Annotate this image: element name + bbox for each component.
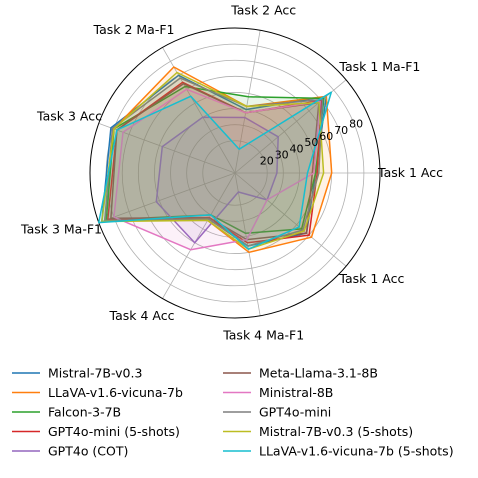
axis-label: Task 4 Ma-F1 [222, 328, 304, 343]
radial-tick-label: 70 [334, 124, 348, 137]
legend-label: GPT4o (COT) [48, 444, 128, 459]
grid-spoke [98, 123, 236, 174]
legend-label: Mistral-7B-v0.3 (5-shots) [259, 424, 413, 439]
legend-label: Meta-Llama-3.1-8B [259, 366, 378, 381]
axis-label: Task 1 Ma-F1 [338, 59, 420, 74]
radial-tick-label: 20 [260, 155, 274, 168]
axis-labels: Task 1 Acc Task 1 Ma-F1 Task 2 Acc Task 2 M… [20, 3, 443, 343]
legend-label: LLaVA-v1.6-vicuna-7b [48, 385, 183, 400]
legend-label: Falcon-3-7B [48, 405, 121, 420]
series-polygon-3 [105, 85, 325, 235]
legend-label: LLaVA-v1.6-vicuna-7b (5-shots) [259, 444, 454, 459]
radial-tick-label: 40 [290, 142, 304, 155]
legend-label: Ministral-8B [259, 385, 333, 400]
radial-tick-label: 60 [319, 130, 333, 143]
series-polygon-7 [113, 88, 321, 251]
radar-series [97, 66, 333, 254]
grid-spoke [98, 172, 236, 223]
radial-tick-labels: 20 30 40 50 60 70 80 [260, 118, 363, 168]
axis-label: Task 2 Ma-F1 [93, 22, 175, 37]
legend-label: Mistral-7B-v0.3 [48, 366, 142, 381]
polar-frame [89, 27, 381, 319]
axis-label: Task 2 Acc [230, 3, 296, 18]
axis-label: Task 3 Acc [36, 109, 102, 124]
axis-label: Task 4 Acc [109, 308, 175, 323]
axis-label: Task 1 Acc [338, 271, 404, 286]
radial-tick-label: 80 [349, 118, 363, 131]
grid-spoke [162, 47, 236, 174]
series-polygon-10 [97, 91, 333, 250]
grid-spoke [162, 172, 236, 299]
series-polygon-5 [155, 116, 279, 244]
radial-tick-label: 30 [275, 149, 289, 162]
legend-label: GPT4o-mini (5-shots) [48, 424, 180, 439]
legend-label: GPT4o-mini [259, 405, 331, 420]
grid-spoke [234, 172, 261, 316]
axis-label: Task 3 Ma-F1 [20, 221, 102, 236]
radial-tick-label: 50 [304, 136, 318, 149]
grid-spoke [234, 172, 347, 267]
axis-label: Task 1 Acc [377, 165, 443, 180]
legend: Mistral-7B-v0.3 LLaVA-v1.6-vicuna-7b Falco… [12, 366, 454, 459]
